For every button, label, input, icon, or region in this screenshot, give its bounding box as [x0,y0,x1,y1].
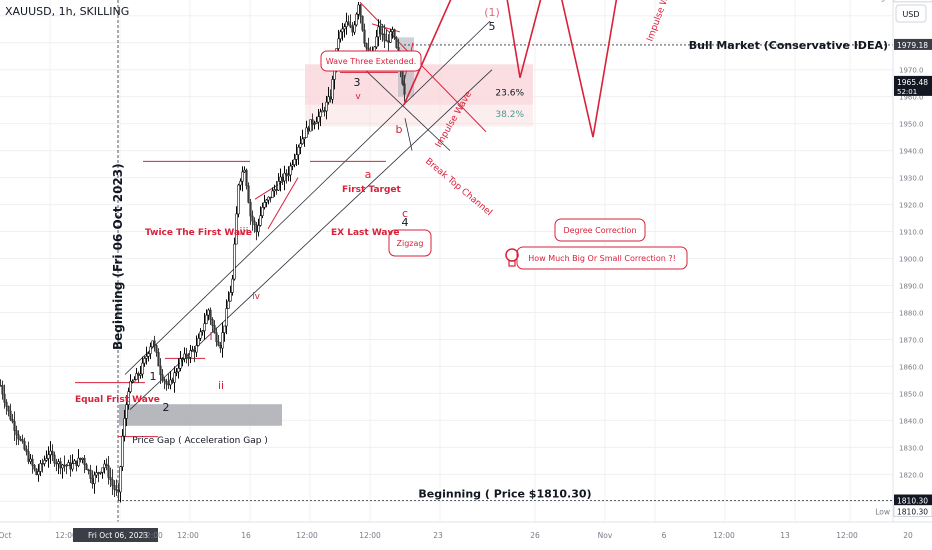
x-tick-7: 12:00 [359,531,381,540]
first-target-label: First Target [342,185,402,195]
price-axis[interactable]: 1800.01810.01820.01830.01840.01850.01860… [873,0,932,550]
x-tick-5: 16 [241,531,251,540]
x-tick-6: 12:00 [296,531,318,540]
x-tick-4: 12:00 [177,531,199,540]
y-tick-15: 1950.0 [899,121,924,129]
x-tick-9: 26 [530,531,540,540]
price-label-5: 1810.30 Low [875,505,932,517]
ex-last-wave-label: EX Last Wave [331,228,399,238]
svg-text:1965.48: 1965.48 [897,78,928,87]
y-tick-17: 1970.0 [899,67,924,75]
svg-text:Low: Low [875,508,890,517]
x-tick-11: 6 [662,531,667,540]
y-tick-2: 1820.0 [899,471,924,479]
level-label-1: Bull Market (Conservative IDEA) [689,39,888,52]
wave-label-3: b [396,123,403,136]
wave-label-2: 3 [354,76,361,89]
zigzag-box: Zigzag [388,229,432,257]
currency-label: USD [902,10,919,19]
zigzag-box-text: Zigzag [397,239,424,248]
wave-label-10: ii [218,379,224,392]
fib-label-1: 38.2% [495,110,524,120]
wave-label-7: 1 [150,370,157,383]
projection-path [403,0,618,151]
svg-text:1979.18: 1979.18 [897,41,928,50]
level-label-2: Beginning ( Price $1810.30) [418,488,591,501]
y-tick-11: 1910.0 [899,229,924,237]
wave-label-6: 4 [402,216,409,229]
x-tick-3: 12:00 [141,531,163,540]
price-label-2: 1979.18 [894,38,932,50]
wave-label-0: (1) [484,6,500,19]
wave-label-13: v [355,92,361,102]
degree-correction-box-text: Degree Correction [563,226,636,235]
svg-text:52:01: 52:01 [897,88,917,96]
y-tick-13: 1930.0 [899,175,924,183]
degree-correction-box: Degree Correction [554,218,646,242]
twice-first-wave-label: Twice The First Wave [145,228,252,238]
wave-label-8: 2 [163,401,170,414]
svg-text:1997.02: 1997.02 [897,0,928,2]
y-tick-12: 1920.0 [899,202,924,210]
beginning-date-label: Beginning (Fri 06 Oct 2023) [111,163,125,350]
symbol-title: XAUUSD, 1h, SKILLING [5,5,129,18]
price-gap-label: Price Gap ( Acceleration Gap ) [132,436,268,446]
x-tick-12: 12:00 [713,531,735,540]
y-tick-7: 1870.0 [899,336,924,344]
x-tick-10: Nov [598,531,613,540]
x-tick-8: 23 [433,531,443,540]
candles [0,1,406,503]
wave-label-5: c [402,207,408,220]
price-label-4: 1810.30 [894,494,932,506]
y-tick-6: 1860.0 [899,363,924,371]
wave-label-1: 5 [489,20,496,33]
svg-text:1810.30: 1810.30 [897,508,928,517]
wave-three-box: Wave Three Extended. [320,50,422,72]
y-tick-3: 1830.0 [899,444,924,452]
y-tick-16: 1960.0 [899,94,924,102]
wave-label-12: iv [252,292,261,302]
y-tick-8: 1880.0 [899,309,924,317]
wave-label-9: i [209,330,212,343]
y-tick-9: 1890.0 [899,283,924,291]
correction-question-box: How Much Big Or Small Correction ?! [516,246,688,270]
x-tick-13: 13 [780,531,790,540]
y-tick-5: 1850.0 [899,390,924,398]
svg-text:1810.30: 1810.30 [897,497,928,506]
currency-button[interactable]: USD [895,4,927,23]
impulse-w-label: Impulse W [645,0,671,43]
fib-label-0: 23.6% [495,89,524,99]
x-tick-15: 20 [903,531,913,540]
y-tick-10: 1900.0 [899,256,924,264]
price-label-1: 1997.02 High [873,0,932,3]
correction-question-box-text: How Much Big Or Small Correction ?! [528,254,676,263]
lightbulb-icon [505,248,519,267]
equal-first-wave-label: Equal Frist Wave [75,395,160,405]
svg-text:High: High [873,0,890,2]
wave-label-11: iii [239,225,248,238]
svg-text:Fri Oct 06, 2023: Fri Oct 06, 2023 [88,531,148,540]
x-tick-0: Oct [0,531,12,540]
x-tick-2: Fri Oct 06, 2023 [73,528,158,542]
y-tick-4: 1840.0 [899,417,924,425]
wave-label-4: a [365,168,372,181]
wave-three-box-text: Wave Three Extended. [326,57,417,66]
x-tick-14: 12:00 [836,531,858,540]
x-tick-1: 12:00 [55,531,77,540]
y-tick-14: 1940.0 [899,148,924,156]
break-channel-label: Break Top Channel [423,157,494,219]
